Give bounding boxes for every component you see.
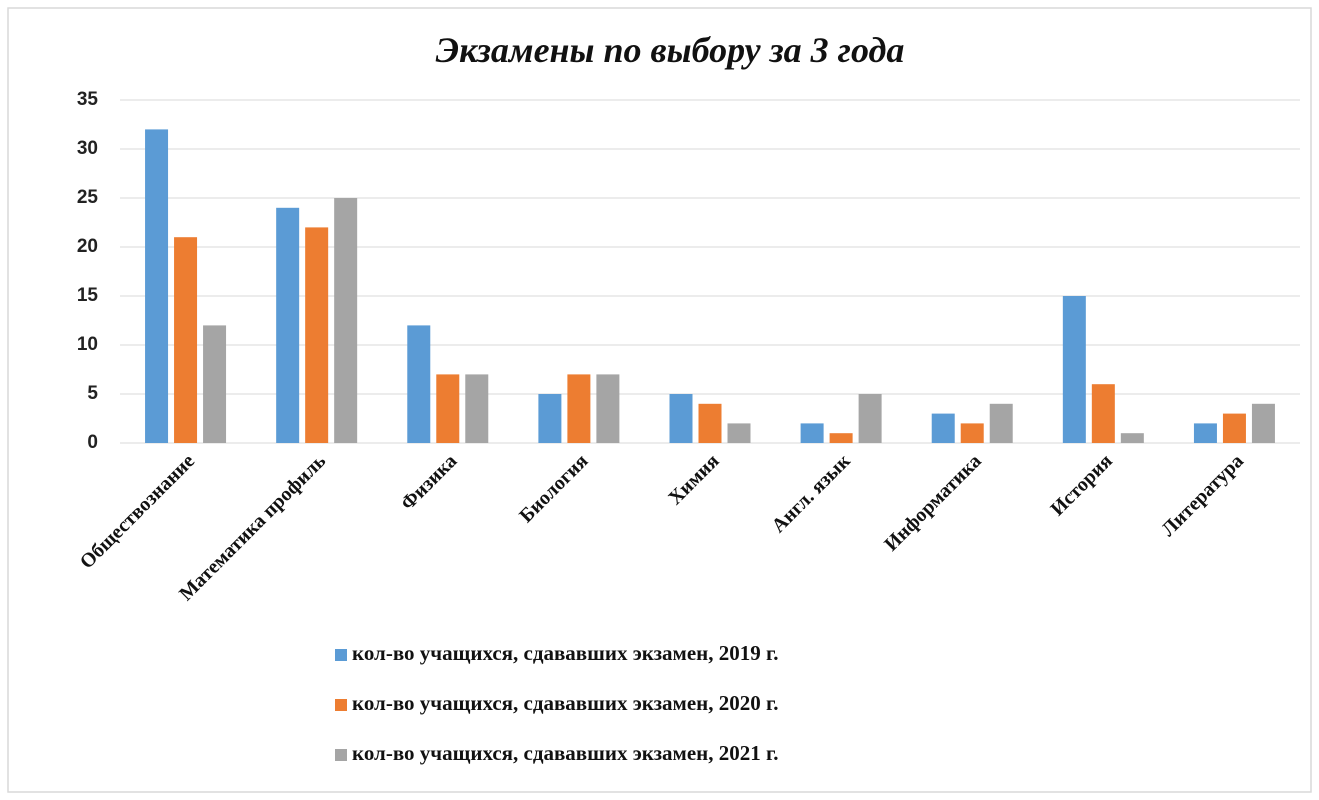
bar [669,394,693,443]
bar [203,325,227,443]
bar [931,413,955,443]
bar [829,433,853,443]
bar [436,374,460,443]
bar [1091,384,1115,443]
bar [538,394,562,443]
bar [174,237,198,443]
y-tick-label: 30 [77,138,98,159]
bar [858,394,882,443]
legend-swatch [335,699,347,711]
legend-label: кол-во учащихся, сдававших экзамен, 2020… [352,691,778,715]
bar [1193,423,1217,443]
y-tick-label: 35 [77,89,99,110]
bar [145,129,169,443]
bar [334,198,358,443]
y-tick-label: 25 [77,187,99,208]
legend-swatch [335,749,347,761]
legend-label: кол-во учащихся, сдававших экзамен, 2021… [352,741,778,765]
bar [989,403,1013,443]
bar [465,374,489,443]
bar [960,423,984,443]
bar [596,374,620,443]
y-tick-label: 5 [87,383,98,404]
bar [698,403,722,443]
bar [1251,403,1275,443]
bar [305,227,329,443]
y-tick-label: 15 [77,285,99,306]
bar [1120,433,1144,443]
chart-title: Экзамены по выбору за 3 года [436,30,905,70]
y-tick-label: 10 [77,334,98,355]
bar [727,423,751,443]
bar [567,374,591,443]
legend-swatch [335,649,347,661]
y-tick-label: 0 [87,432,98,453]
bar [1062,296,1086,443]
bar [800,423,824,443]
bar [407,325,431,443]
bar [276,207,300,443]
legend-label: кол-во учащихся, сдававших экзамен, 2019… [352,641,778,665]
y-tick-label: 20 [77,236,98,257]
bar [1222,413,1246,443]
